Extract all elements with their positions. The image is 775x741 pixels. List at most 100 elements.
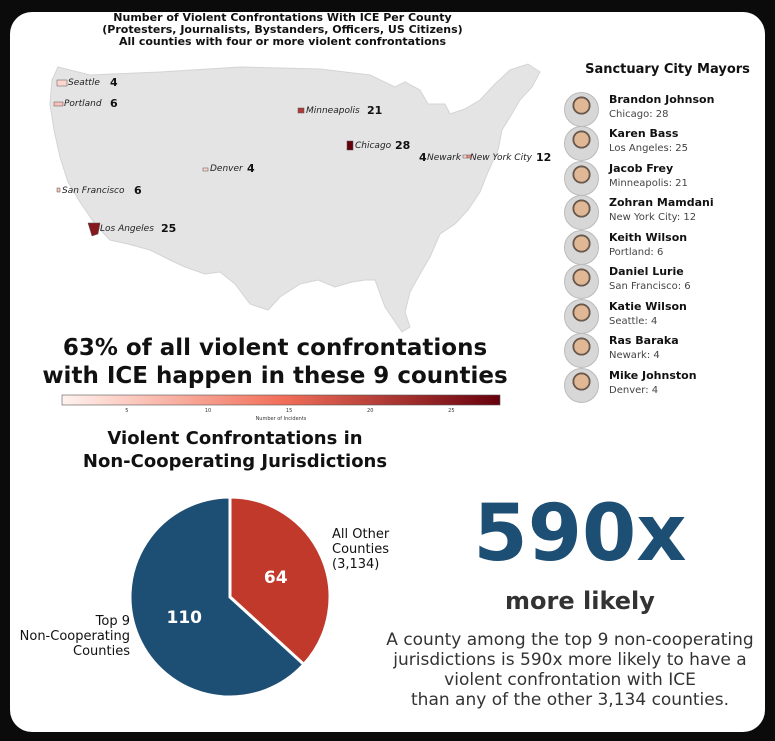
mayor-name: Brandon Johnson xyxy=(609,93,715,106)
city-label-new-york-city: New York City xyxy=(470,153,532,163)
city-value-newark: 4 xyxy=(419,151,427,164)
mayor-detail: Newark: 4 xyxy=(609,350,660,361)
description-line: than any of the other 3,134 counties. xyxy=(411,690,729,710)
pie-label-line: All Other xyxy=(332,527,390,542)
county-layer xyxy=(53,79,472,237)
big-stat-description: A county among the top 9 non-cooperating… xyxy=(370,630,765,710)
avatar xyxy=(564,92,599,127)
county-marker-portland xyxy=(53,101,64,107)
city-value-seattle: 4 xyxy=(110,76,118,89)
county-marker-new-york-city xyxy=(466,154,472,159)
pie-slice xyxy=(228,495,332,667)
county-marker-seattle xyxy=(56,79,68,87)
city-value-portland: 6 xyxy=(110,97,118,110)
colorbar-tick-label: 25 xyxy=(448,408,454,414)
mayor-item: Katie Wilson Seattle: 4 xyxy=(564,299,754,334)
colorbar-tick-label: 20 xyxy=(367,408,373,414)
avatar xyxy=(564,368,599,403)
pie-title: Violent Confrontations in Non-Cooperatin… xyxy=(30,427,440,473)
pie-label-line: Non-Cooperating xyxy=(19,629,130,644)
mayor-item: Keith Wilson Portland: 6 xyxy=(564,230,754,265)
description-line: jurisdictions is 590x more likely to hav… xyxy=(393,650,747,670)
mayor-detail: Denver: 4 xyxy=(609,385,659,396)
city-value-chicago: 28 xyxy=(395,139,411,152)
pie-label-line: Counties xyxy=(332,542,389,557)
mayor-item: Jacob Frey Minneapolis: 21 xyxy=(564,161,754,196)
map-title-line: All counties with four or more violent c… xyxy=(118,35,447,48)
county-marker-denver xyxy=(202,167,209,172)
colorbar-gradient xyxy=(61,394,501,406)
mayor-detail: Los Angeles: 25 xyxy=(609,143,688,154)
mayor-name: Keith Wilson xyxy=(609,231,688,244)
mayor-name: Katie Wilson xyxy=(609,300,687,313)
mayor-name: Ras Baraka xyxy=(609,334,679,347)
pie-chart: 64 110 xyxy=(128,495,332,699)
mayor-item: Mike Johnston Denver: 4 xyxy=(564,368,754,403)
city-value-san-francisco: 6 xyxy=(134,184,142,197)
county-marker-minneapolis xyxy=(297,107,305,114)
city-label-portland: Portland xyxy=(64,99,102,109)
city-value-los-angeles: 25 xyxy=(161,222,177,235)
avatar xyxy=(564,195,599,230)
county-marker-chicago xyxy=(346,140,354,151)
pie-slice xyxy=(128,495,306,699)
city-value-new-york-city: 12 xyxy=(536,151,552,164)
map-title-line: (Protesters, Journalists, Bystanders, Of… xyxy=(102,23,463,36)
city-label-minneapolis: Minneapolis xyxy=(306,106,360,116)
infographic-card: Number of Violent Confrontations With IC… xyxy=(10,12,765,732)
mayors-title: Sanctuary City Mayors xyxy=(585,62,750,77)
mayor-detail: San Francisco: 6 xyxy=(609,281,691,292)
mayor-detail: Portland: 6 xyxy=(609,247,664,258)
pie-label-top9: Top 9 Non-Cooperating Counties xyxy=(10,614,130,659)
mayor-item: Daniel Lurie San Francisco: 6 xyxy=(564,264,754,299)
mayor-detail: Chicago: 28 xyxy=(609,109,669,120)
mayor-name: Jacob Frey xyxy=(609,162,674,175)
colorbar-label: Number of Incidents xyxy=(256,416,307,422)
pie-label-line: Counties xyxy=(73,644,130,659)
avatar xyxy=(564,264,599,299)
headline-line: 63% of all violent confrontations xyxy=(62,335,488,361)
colorbar: 5 10 15 20 25 Number of Incidents xyxy=(61,394,501,422)
pie-label-line: Top 9 xyxy=(95,614,130,629)
county-marker-newark xyxy=(462,154,468,159)
mayor-name: Karen Bass xyxy=(609,127,679,140)
big-stat-subtitle: more likely xyxy=(505,587,655,615)
mayor-detail: New York City: 12 xyxy=(609,212,697,223)
map-title-line: Number of Violent Confrontations With IC… xyxy=(113,12,452,24)
map-title: Number of Violent Confrontations With IC… xyxy=(10,12,555,48)
mayor-item: Brandon Johnson Chicago: 28 xyxy=(564,92,754,127)
city-value-minneapolis: 21 xyxy=(367,104,383,117)
county-marker-los-angeles xyxy=(87,222,101,237)
mayor-item: Ras Baraka Newark: 4 xyxy=(564,333,754,368)
us-map-outline xyxy=(49,63,541,333)
avatar xyxy=(564,333,599,368)
pie-label-line: (3,134) xyxy=(332,557,380,572)
avatar xyxy=(564,230,599,265)
colorbar-tick-label: 10 xyxy=(205,408,211,414)
mayor-name: Daniel Lurie xyxy=(609,265,684,278)
headline-line: with ICE happen in these 9 counties xyxy=(42,363,508,389)
city-label-san-francisco: San Francisco xyxy=(62,186,125,196)
description-line: violent confrontation with ICE xyxy=(444,670,696,690)
description-line: A county among the top 9 non-cooperating xyxy=(386,630,754,650)
pie-slice-value: 110 xyxy=(166,608,202,628)
mayor-item: Karen Bass Los Angeles: 25 xyxy=(564,126,754,161)
colorbar-ticks: 5 10 15 20 25 xyxy=(125,408,454,414)
us-map xyxy=(49,63,541,333)
mayor-item: Zohran Mamdani New York City: 12 xyxy=(564,195,754,230)
colorbar-tick-label: 5 xyxy=(125,408,128,414)
mayor-name: Zohran Mamdani xyxy=(609,196,714,209)
city-value-denver: 4 xyxy=(247,162,255,175)
big-stat-number: 590x xyxy=(473,489,687,579)
colorbar-tick-label: 15 xyxy=(286,408,292,414)
mayor-detail: Seattle: 4 xyxy=(609,316,658,327)
city-label-seattle: Seattle xyxy=(68,78,100,88)
city-label-newark: Newark xyxy=(427,153,462,163)
city-label-chicago: Chicago xyxy=(355,141,392,151)
headline: 63% of all violent confrontations with I… xyxy=(10,334,540,390)
mayor-name: Mike Johnston xyxy=(609,369,697,382)
avatar xyxy=(564,161,599,196)
avatar xyxy=(564,299,599,334)
pie-label-other: All Other Counties (3,134) xyxy=(332,527,389,572)
city-label-denver: Denver xyxy=(210,164,243,174)
